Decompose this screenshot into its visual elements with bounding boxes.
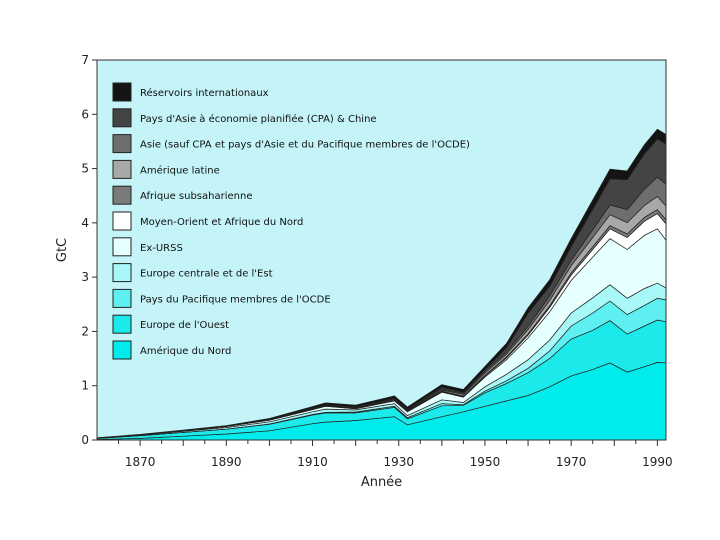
x-axis: 1870 1890 1910 1930 1950 1970 1990 xyxy=(118,440,673,469)
legend-swatch xyxy=(112,82,132,102)
y-tick-label: 0 xyxy=(81,433,89,447)
y-tick-label: 6 xyxy=(81,107,89,121)
y-tick-label: 3 xyxy=(81,270,89,284)
legend-swatch xyxy=(112,288,132,308)
legend-label: Afrique subsaharienne xyxy=(140,191,252,202)
x-tick-label: 1870 xyxy=(125,455,156,469)
y-tick-label: 5 xyxy=(81,162,89,176)
legend-label: Asie (sauf CPA et pays d'Asie et du Paci… xyxy=(140,140,470,151)
x-tick-label: 1990 xyxy=(642,455,673,469)
y-tick-label: 1 xyxy=(81,379,89,393)
legend-swatch xyxy=(112,340,132,360)
x-tick-label: 1930 xyxy=(383,455,414,469)
legend-swatch xyxy=(112,159,132,179)
legend-swatch xyxy=(112,108,132,128)
legend-swatch xyxy=(112,263,132,283)
legend: Réservoirs internationaux Pays d'Asie à é… xyxy=(112,82,470,360)
legend-swatch xyxy=(112,185,132,205)
x-tick-label: 1890 xyxy=(211,455,242,469)
x-tick-label: 1950 xyxy=(470,455,501,469)
y-axis: 0 1 2 3 4 5 6 7 xyxy=(81,53,97,447)
y-tick-label: 2 xyxy=(81,324,89,338)
legend-label: Pays d'Asie à économie planifiée (CPA) &… xyxy=(140,113,377,125)
legend-label: Amérique latine xyxy=(140,164,220,176)
legend-swatch xyxy=(112,314,132,334)
x-axis-title: Année xyxy=(361,475,402,490)
y-tick-label: 4 xyxy=(81,216,89,230)
x-tick-label: 1910 xyxy=(297,455,328,469)
legend-label: Réservoirs internationaux xyxy=(140,87,269,99)
legend-label: Amérique du Nord xyxy=(140,345,231,357)
legend-label: Ex-URSS xyxy=(140,243,183,254)
plot-frame xyxy=(96,59,667,441)
legend-swatch xyxy=(112,211,132,231)
legend-label: Pays du Pacifique membres de l'OCDE xyxy=(140,294,331,305)
legend-label: Moyen-Orient et Afrique du Nord xyxy=(140,217,303,228)
legend-swatch xyxy=(112,237,132,257)
legend-label: Europe centrale et de l'Est xyxy=(140,269,273,280)
x-tick-label: 1970 xyxy=(556,455,587,469)
legend-swatch xyxy=(112,134,132,154)
legend-label: Europe de l'Ouest xyxy=(140,320,229,331)
area-series-group xyxy=(96,128,667,441)
y-tick-label: 7 xyxy=(81,53,89,67)
y-axis-title: GtC xyxy=(55,238,70,262)
